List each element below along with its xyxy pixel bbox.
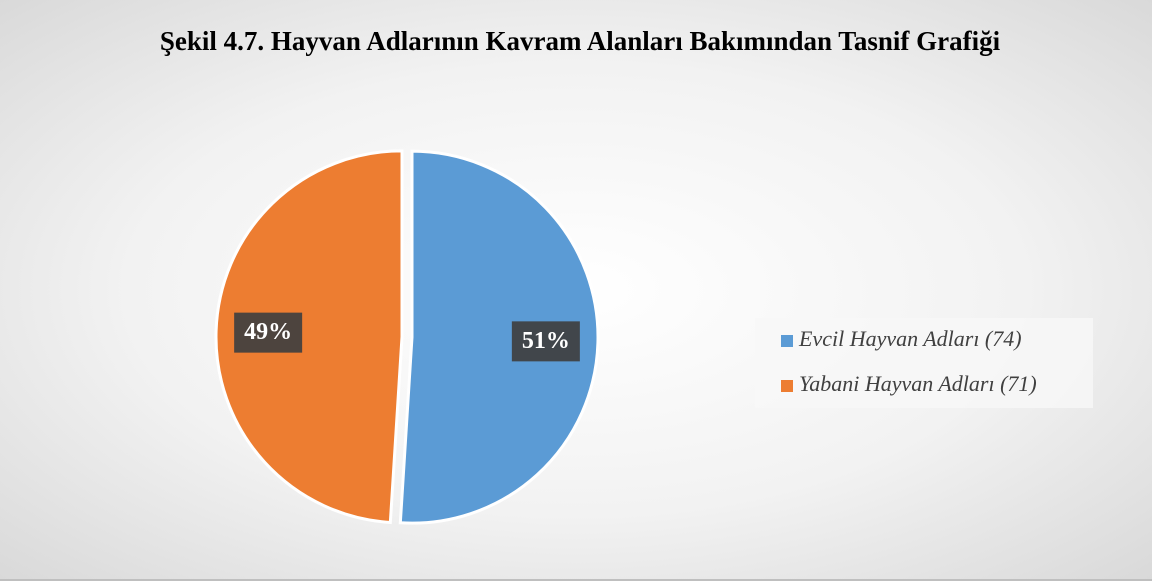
- data-label-text: 51%: [522, 328, 570, 354]
- legend-label: Yabani Hayvan Adları (71): [799, 371, 1037, 396]
- legend-box: [755, 318, 1093, 408]
- legend-swatch: [781, 380, 793, 392]
- legend-label: Evcil Hayvan Adları (74): [798, 326, 1022, 351]
- data-label-box: [234, 312, 303, 353]
- pie-slice: [398, 149, 600, 525]
- data-label: 51%: [511, 321, 580, 362]
- data-label-box: [511, 321, 580, 362]
- legend-swatch: [781, 335, 793, 347]
- chart-title: Şekil 4.7. Hayvan Adlarının Kavram Alanl…: [159, 26, 1001, 56]
- data-label: 49%: [234, 312, 303, 353]
- data-label-text: 49%: [244, 319, 292, 345]
- pie-slice: [214, 149, 404, 525]
